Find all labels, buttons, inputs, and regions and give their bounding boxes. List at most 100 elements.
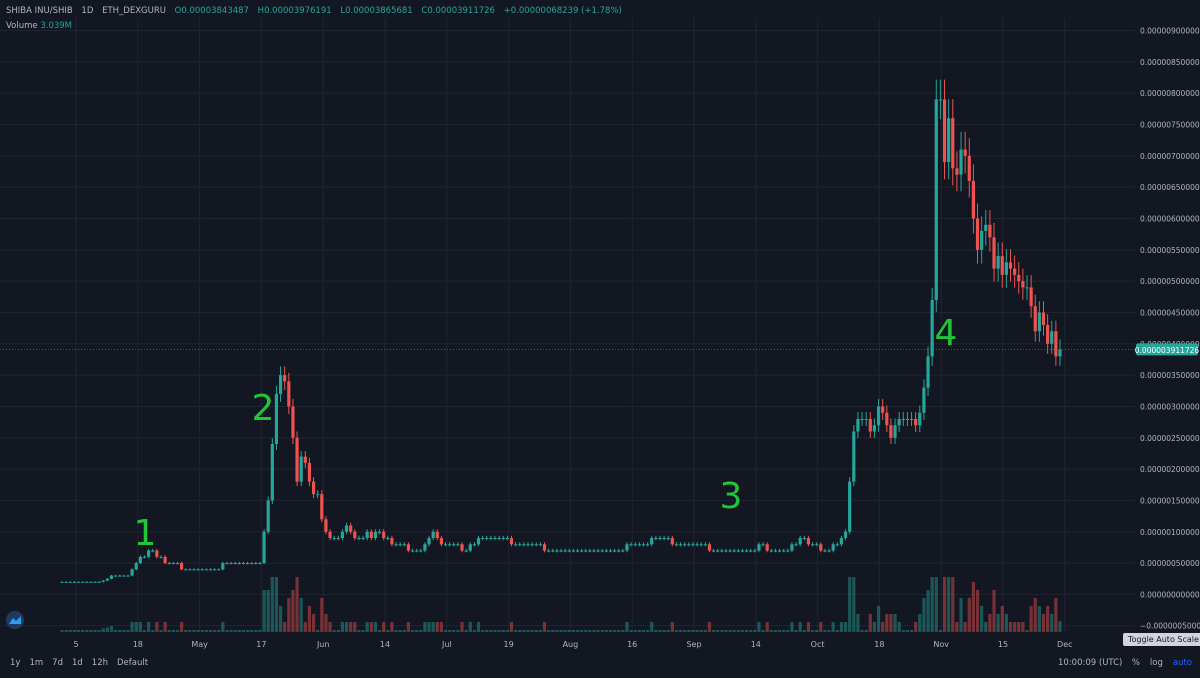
candle-body (105, 578, 109, 581)
candle-body (175, 563, 180, 565)
candle-body (283, 375, 287, 382)
y-tick-label: 0.000002000000 (1140, 465, 1200, 474)
volume-bar (881, 622, 885, 632)
candle-body (229, 563, 233, 565)
volume-bar (1050, 614, 1054, 632)
volume-bar (81, 630, 85, 632)
utc-clock[interactable]: 10:00:09 (UTC) (1058, 658, 1123, 668)
interval[interactable]: 1D (81, 6, 94, 16)
candle-body (683, 544, 687, 546)
volume-bar (324, 614, 328, 632)
candle-body (827, 550, 831, 552)
volume-bar (889, 614, 893, 632)
candle-body (918, 412, 922, 426)
candle-body (192, 569, 196, 571)
log-scale-toggle[interactable]: log (1149, 658, 1163, 668)
volume-bar (1004, 614, 1008, 632)
volume-bar (823, 630, 827, 632)
candle-body (678, 544, 683, 546)
volume-bar (777, 630, 782, 632)
y-tick-label: 0.000000000000 (1140, 590, 1200, 599)
volume-bar (1054, 598, 1058, 632)
candle-body (134, 563, 138, 570)
candle-body (266, 500, 270, 532)
volume-bar (575, 630, 580, 632)
volume-bar (930, 577, 934, 632)
range-12h[interactable]: 12h (91, 658, 108, 668)
volume-bar (852, 577, 856, 632)
y-tick-label: 0.000004500000 (1140, 308, 1200, 317)
x-tick-label: May (191, 640, 208, 649)
candle-body (526, 544, 530, 546)
volume-bar (975, 590, 980, 632)
candle-body (909, 418, 914, 420)
volume-bar (439, 622, 444, 632)
volume-bar (200, 630, 204, 632)
y-tick-label: 0.000000500000 (1140, 559, 1200, 568)
volume-bar (716, 630, 720, 632)
range-default[interactable]: Default (116, 658, 149, 668)
auto-scale-toggle[interactable]: auto (1172, 658, 1192, 668)
volume-bar (278, 606, 283, 632)
volume-bar (876, 606, 881, 632)
candle-body (489, 538, 493, 540)
volume-bar (831, 622, 835, 632)
volume-bar (769, 630, 773, 632)
percent-scale-toggle[interactable]: % (1131, 658, 1140, 668)
candle-body (584, 550, 588, 552)
volume-bar (542, 622, 547, 632)
volume-bar (654, 630, 658, 632)
candle-body (456, 544, 460, 546)
candle-body (497, 538, 501, 540)
candle-body (481, 538, 485, 540)
candle-body (118, 575, 122, 577)
tradingview-logo-icon[interactable] (6, 611, 24, 629)
symbol-name[interactable]: SHIBA INU/SHIB (6, 6, 73, 16)
candle-body (613, 550, 617, 552)
volume-bar (386, 630, 390, 632)
candle-body (794, 544, 798, 546)
x-tick-label: Jun (316, 640, 330, 649)
x-tick-label: 5 (73, 640, 78, 649)
candle-body (773, 550, 778, 552)
volume-bar (101, 628, 105, 632)
candle-body (299, 456, 303, 482)
candle-body (332, 538, 336, 540)
candle-body (914, 418, 918, 426)
candle-body (320, 494, 324, 520)
range-1d[interactable]: 1d (71, 658, 83, 668)
candle-body (109, 575, 114, 579)
candle-body (947, 118, 951, 163)
candle-body (373, 531, 378, 539)
volume-bar (361, 630, 365, 632)
candle-body (761, 544, 765, 546)
volume-bar (819, 622, 823, 632)
volume-bar (138, 622, 142, 632)
range-1y[interactable]: 1y (10, 658, 21, 668)
range-7d[interactable]: 7d (52, 658, 63, 668)
candle-body (340, 531, 345, 539)
volume-bar (761, 630, 765, 632)
volume-bar (402, 630, 406, 632)
price-tag-bg (1136, 343, 1198, 356)
candle-body (493, 538, 497, 540)
candle-body (262, 531, 266, 564)
candle-body (575, 550, 580, 552)
y-tick-label: 0.000007500000 (1140, 121, 1200, 130)
candle-body (81, 581, 85, 583)
volume-bar (514, 630, 518, 632)
candle-body (122, 575, 126, 577)
candle-body (922, 387, 926, 413)
y-tick-label: 0.000005000000 (1140, 277, 1200, 286)
candle-body (357, 538, 361, 540)
volume-bar (287, 598, 291, 632)
volume-bar (980, 606, 984, 632)
volume-bar (472, 630, 476, 632)
candle-body (996, 256, 1000, 269)
candle-body (856, 418, 860, 432)
candle-body (608, 550, 613, 552)
candle-body (476, 538, 481, 545)
range-1m[interactable]: 1m (29, 658, 44, 668)
candle-body (311, 481, 316, 495)
